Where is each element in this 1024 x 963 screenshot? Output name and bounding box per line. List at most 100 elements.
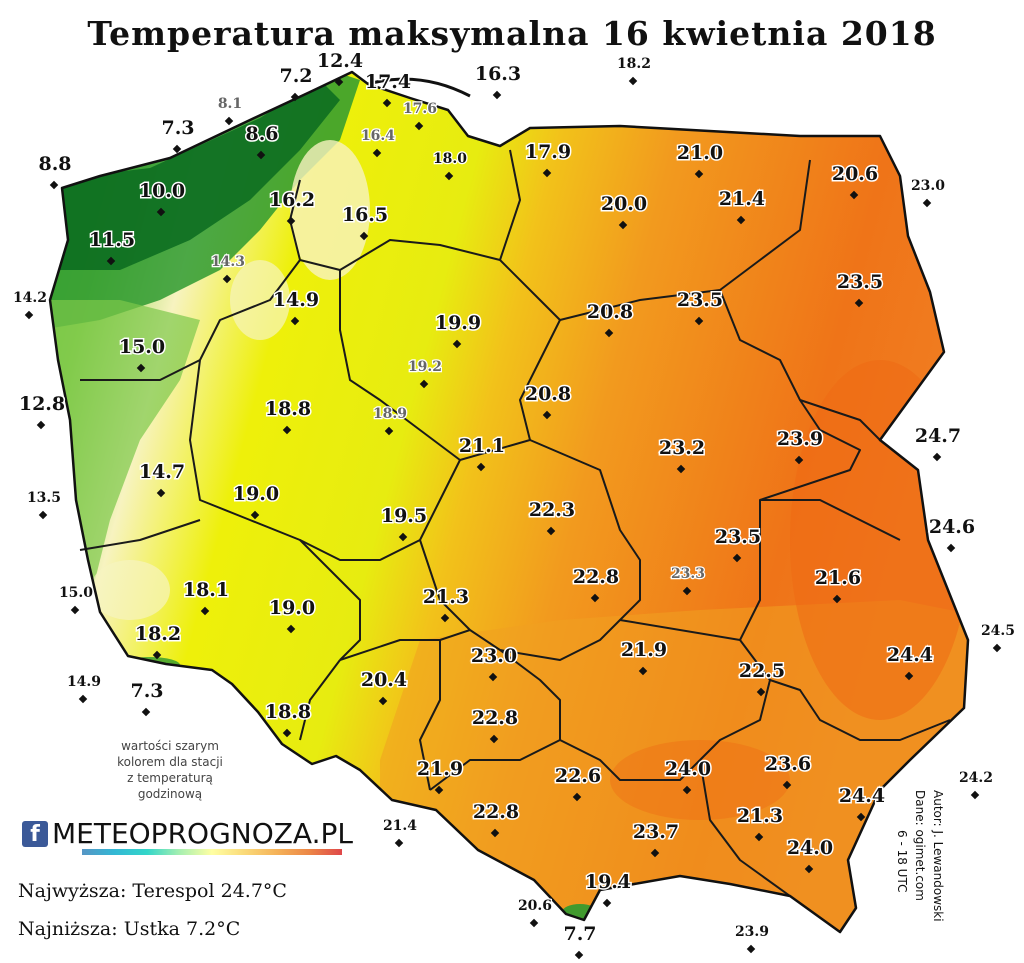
station-marker — [794, 455, 804, 465]
station-label: 23.3 — [671, 566, 705, 582]
station-label: 17.6 — [403, 101, 437, 117]
station-marker — [574, 950, 584, 960]
station-label: 15.0 — [59, 585, 93, 601]
station-label: 24.0 — [665, 758, 711, 780]
credit-data: Dane: ogimet.com — [913, 790, 927, 901]
station-label: 7.3 — [161, 117, 194, 139]
station-label: 23.6 — [765, 753, 811, 775]
station-marker — [78, 694, 88, 704]
station-label: 19.0 — [269, 597, 315, 619]
station-label: 22.8 — [472, 707, 518, 729]
station-marker — [156, 207, 166, 217]
station-marker — [804, 864, 814, 874]
station-marker — [732, 553, 742, 563]
station-label: 21.3 — [737, 805, 783, 827]
station-marker — [529, 918, 539, 928]
station-label: 22.8 — [573, 566, 619, 588]
station-label: 16.5 — [342, 204, 388, 226]
station-label: 21.4 — [719, 188, 765, 210]
station-marker — [256, 150, 266, 160]
station-label: 19.4 — [585, 871, 631, 893]
poland-outline — [48, 70, 970, 934]
station-marker — [334, 77, 344, 87]
station-label: 24.4 — [839, 785, 885, 807]
station-marker — [754, 832, 764, 842]
station-marker — [488, 672, 498, 682]
station-marker — [854, 298, 864, 308]
station-label: 13.5 — [27, 490, 61, 506]
station-marker — [628, 76, 638, 86]
station-label: 7.3 — [130, 680, 163, 702]
gray-values-note: wartości szarym kolorem dla stacji z tem… — [70, 738, 270, 802]
station-label: 19.5 — [381, 505, 427, 527]
station-marker — [172, 144, 182, 154]
station-marker — [440, 613, 450, 623]
station-marker — [490, 828, 500, 838]
station-label: 17.9 — [525, 141, 571, 163]
station-label: 10.0 — [139, 180, 185, 202]
station-labels: 12.47.2 17.4 16.3 18.2 8.1 17.6 16.4 7.3 8.6 18.0… — [12, 49, 1016, 960]
station-label: 16.4 — [361, 128, 395, 144]
brand-logo: f METEOPROGNOZA.PL — [22, 815, 353, 855]
credit-author: Autor: J. Lewandowski — [931, 790, 945, 922]
station-marker — [694, 316, 704, 326]
station-label: 20.6 — [518, 898, 552, 914]
station-label: 8.1 — [218, 96, 242, 112]
note-line: wartości szarym — [121, 739, 219, 753]
station-marker — [136, 363, 146, 373]
station-marker — [106, 256, 116, 266]
station-label: 24.7 — [915, 425, 961, 447]
lowest-temperature: Najniższa: Ustka 7.2°C — [18, 918, 241, 940]
station-label: 23.9 — [777, 428, 823, 450]
station-marker — [602, 898, 612, 908]
station-marker — [38, 510, 48, 520]
station-label: 15.0 — [119, 336, 165, 358]
station-marker — [419, 379, 429, 389]
station-marker — [286, 216, 296, 226]
station-label: 14.3 — [211, 254, 245, 270]
station-marker — [542, 410, 552, 420]
station-label: 24.6 — [929, 516, 975, 538]
station-marker — [384, 426, 394, 436]
station-label: 18.9 — [373, 406, 407, 422]
station-marker — [434, 785, 444, 795]
station-marker — [156, 488, 166, 498]
credit-time: 6 - 18 UTC — [895, 830, 909, 893]
station-label: 16.2 — [269, 189, 315, 211]
station-marker — [49, 180, 59, 190]
station-marker — [638, 666, 648, 676]
station-label: 23.2 — [659, 437, 705, 459]
station-label: 19.0 — [233, 483, 279, 505]
station-marker — [36, 420, 46, 430]
station-label: 21.6 — [815, 567, 861, 589]
highest-temperature: Najwyższa: Terespol 24.7°C — [18, 880, 287, 902]
station-label: 18.0 — [433, 151, 467, 167]
station-marker — [224, 116, 234, 126]
station-label: 22.5 — [739, 660, 785, 682]
station-label: 18.2 — [135, 623, 181, 645]
station-marker — [832, 594, 842, 604]
station-marker — [476, 462, 486, 472]
station-label: 21.0 — [677, 142, 723, 164]
station-marker — [382, 98, 392, 108]
map-title: Temperatura maksymalna 16 kwietnia 2018 — [87, 14, 937, 53]
note-line: z temperaturą — [127, 771, 213, 785]
credits: Autor: J. Lewandowski Dane: ogimet.com 6… — [885, 790, 965, 950]
station-label: 7.2 — [279, 65, 312, 87]
station-label: 18.8 — [265, 701, 311, 723]
station-marker — [290, 92, 300, 102]
station-marker — [682, 785, 692, 795]
station-marker — [282, 425, 292, 435]
facebook-icon[interactable]: f — [22, 821, 48, 847]
station-label: 12.8 — [19, 393, 65, 415]
station-marker — [141, 707, 151, 717]
station-marker — [492, 90, 502, 100]
station-label: 14.2 — [13, 290, 47, 306]
station-marker — [359, 231, 369, 241]
station-label: 17.4 — [365, 71, 411, 93]
east-hot-zone — [790, 360, 968, 720]
station-marker — [286, 624, 296, 634]
station-label: 23.5 — [837, 271, 883, 293]
station-marker — [372, 148, 382, 158]
